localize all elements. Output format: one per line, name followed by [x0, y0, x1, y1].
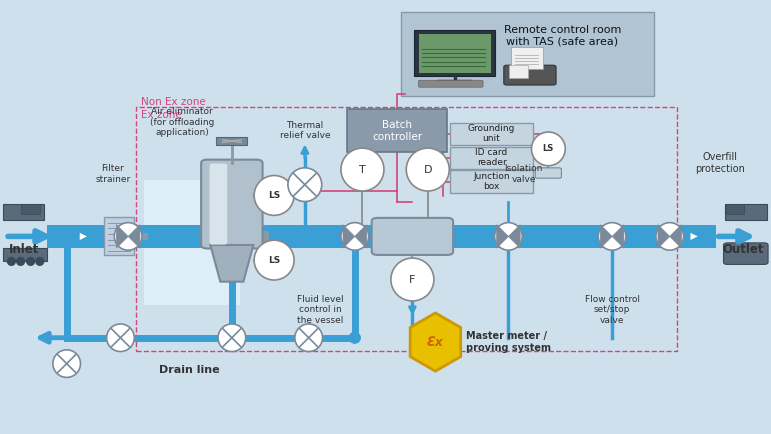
Ellipse shape	[494, 223, 522, 250]
Ellipse shape	[254, 240, 294, 280]
Ellipse shape	[341, 148, 384, 191]
Ellipse shape	[391, 258, 434, 301]
Text: Filter
strainer: Filter strainer	[95, 164, 130, 184]
Polygon shape	[601, 225, 612, 248]
Text: Inlet: Inlet	[9, 243, 39, 256]
FancyBboxPatch shape	[450, 147, 533, 169]
Ellipse shape	[7, 257, 16, 266]
FancyBboxPatch shape	[510, 47, 543, 69]
FancyBboxPatch shape	[3, 204, 45, 220]
FancyBboxPatch shape	[414, 30, 495, 76]
Text: Air eliminator
(for offloading
application): Air eliminator (for offloading applicati…	[150, 107, 214, 137]
Text: Flow control
set/stop
valve: Flow control set/stop valve	[584, 295, 640, 325]
FancyBboxPatch shape	[726, 204, 744, 214]
Ellipse shape	[348, 332, 361, 344]
FancyBboxPatch shape	[450, 171, 533, 193]
Text: Junction
box: Junction box	[473, 171, 510, 191]
FancyBboxPatch shape	[254, 231, 269, 242]
FancyBboxPatch shape	[535, 168, 561, 178]
Ellipse shape	[53, 350, 80, 378]
Text: Master meter /
proving system: Master meter / proving system	[466, 331, 551, 353]
FancyBboxPatch shape	[723, 243, 768, 264]
Polygon shape	[410, 313, 461, 371]
Ellipse shape	[26, 257, 35, 266]
FancyBboxPatch shape	[210, 164, 227, 245]
Polygon shape	[612, 225, 624, 248]
Ellipse shape	[295, 324, 322, 352]
FancyBboxPatch shape	[201, 160, 263, 249]
Text: Thermal
relief valve: Thermal relief valve	[280, 121, 330, 141]
Ellipse shape	[606, 230, 618, 243]
Text: Remote control room
with TAS (safe area): Remote control room with TAS (safe area)	[503, 25, 621, 47]
Text: D: D	[423, 164, 432, 174]
Polygon shape	[355, 225, 366, 248]
Text: ℇx: ℇx	[427, 335, 444, 349]
FancyBboxPatch shape	[503, 65, 556, 85]
FancyBboxPatch shape	[143, 181, 240, 306]
Ellipse shape	[406, 148, 449, 191]
Ellipse shape	[598, 223, 626, 250]
Polygon shape	[210, 245, 254, 282]
FancyBboxPatch shape	[3, 248, 48, 261]
Ellipse shape	[106, 324, 134, 352]
Polygon shape	[497, 225, 508, 248]
Ellipse shape	[348, 230, 361, 243]
Text: LS: LS	[268, 256, 280, 265]
FancyBboxPatch shape	[347, 109, 447, 152]
FancyBboxPatch shape	[419, 34, 491, 73]
Ellipse shape	[226, 332, 238, 344]
Text: Drain line: Drain line	[160, 365, 220, 375]
Text: Non Ex zone: Non Ex zone	[141, 97, 206, 107]
FancyBboxPatch shape	[509, 65, 527, 78]
FancyBboxPatch shape	[22, 204, 40, 214]
Text: Isolation
valve: Isolation valve	[504, 164, 543, 184]
Polygon shape	[658, 225, 670, 248]
Text: LS: LS	[268, 191, 280, 200]
Ellipse shape	[341, 223, 369, 250]
Text: Ex zone: Ex zone	[141, 110, 182, 120]
FancyBboxPatch shape	[104, 217, 133, 255]
Ellipse shape	[114, 223, 142, 250]
FancyBboxPatch shape	[136, 233, 148, 240]
Ellipse shape	[531, 132, 565, 166]
FancyBboxPatch shape	[217, 137, 247, 145]
Text: ID card
reader: ID card reader	[476, 148, 507, 167]
Ellipse shape	[656, 223, 684, 250]
FancyBboxPatch shape	[725, 204, 766, 220]
Ellipse shape	[288, 168, 322, 201]
Ellipse shape	[502, 230, 514, 243]
Ellipse shape	[254, 175, 294, 215]
Text: Outlet: Outlet	[722, 243, 763, 256]
Text: Batch
controller: Batch controller	[372, 120, 422, 141]
Polygon shape	[343, 225, 355, 248]
Text: Grounding
unit: Grounding unit	[468, 124, 515, 144]
Text: F: F	[409, 275, 416, 285]
FancyBboxPatch shape	[401, 12, 655, 96]
Polygon shape	[670, 225, 682, 248]
Polygon shape	[128, 225, 140, 248]
FancyBboxPatch shape	[450, 123, 533, 145]
Ellipse shape	[218, 324, 246, 352]
Ellipse shape	[16, 257, 25, 266]
Text: Fluid level
control in
the vessel: Fluid level control in the vessel	[297, 295, 344, 325]
Text: Overfill
protection: Overfill protection	[695, 152, 745, 174]
Polygon shape	[508, 225, 520, 248]
Text: LS: LS	[543, 145, 554, 153]
FancyBboxPatch shape	[419, 80, 483, 87]
Ellipse shape	[35, 257, 45, 266]
FancyBboxPatch shape	[372, 218, 453, 255]
Polygon shape	[116, 225, 128, 248]
FancyBboxPatch shape	[48, 224, 715, 248]
Text: T: T	[359, 164, 365, 174]
